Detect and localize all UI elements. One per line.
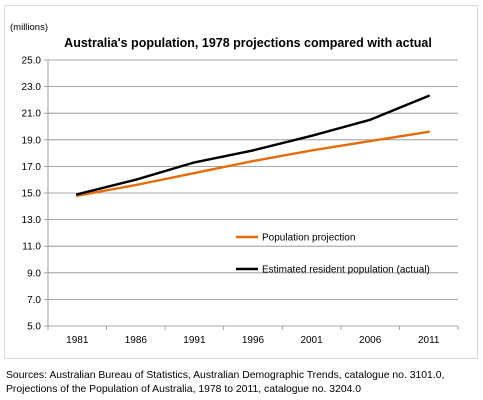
chart-frame (4, 5, 478, 359)
series-population-projection (76, 130, 430, 197)
y-tick-label: 7.0 (27, 295, 41, 306)
y-tick-label: 13.0 (22, 215, 42, 226)
x-tick-labels: 1981 1986 1991 1996 2001 2006 2011 (66, 335, 440, 346)
x-tick-label: 2006 (359, 335, 382, 346)
x-tick-label: 1986 (125, 335, 148, 346)
data-point (368, 139, 372, 143)
y-tick-labels: 5.0 7.0 9.0 11.0 13.0 15.0 17.0 19.0 21.0 23.0 25.… (22, 56, 42, 333)
chart-title: Australia's population, 1978 projections… (64, 36, 432, 50)
y-tick-label: 5.0 (27, 322, 41, 333)
legend-label: Population projection (262, 233, 355, 244)
series-line (76, 94, 430, 196)
data-point (427, 130, 430, 134)
axes (44, 59, 459, 330)
x-tick-label: 1981 (66, 335, 89, 346)
data-point (251, 149, 255, 152)
x-tick-label: 2011 (418, 335, 440, 346)
population-line-chart: Australia's population, 1978 projections… (10, 22, 459, 346)
x-tick-label: 1996 (242, 335, 265, 346)
sources-note: Sources: Australian Bureau of Statistics… (6, 370, 445, 395)
data-point (368, 118, 372, 122)
data-point (193, 161, 196, 164)
gridlines (48, 59, 458, 300)
data-point (76, 193, 79, 196)
y-tick-label: 25.0 (22, 56, 42, 67)
data-point (427, 94, 430, 98)
x-tick-label: 1991 (183, 335, 206, 346)
legend: Population projection Estimated resident … (236, 233, 430, 276)
legend-label: Estimated resident population (actual) (262, 265, 430, 276)
data-point (310, 149, 313, 152)
x-tick-label: 2001 (300, 335, 323, 346)
y-tick-label: 19.0 (22, 135, 42, 146)
y-tick-label: 17.0 (22, 162, 42, 173)
y-tick-label: 23.0 (22, 82, 42, 93)
y-tick-label: 9.0 (27, 268, 41, 279)
data-point (310, 134, 313, 138)
data-point (134, 178, 138, 181)
data-point (193, 171, 196, 175)
series-line (76, 130, 430, 197)
y-tick-label: 21.0 (22, 109, 42, 120)
y-tick-label: 15.0 (22, 189, 42, 200)
data-point (251, 159, 255, 163)
series-estimated-resident-population (76, 94, 430, 196)
data-point (134, 183, 138, 187)
series-lines (76, 94, 430, 197)
y-tick-label: 11.0 (22, 242, 41, 253)
y-unit-label: (millions) (10, 22, 48, 33)
